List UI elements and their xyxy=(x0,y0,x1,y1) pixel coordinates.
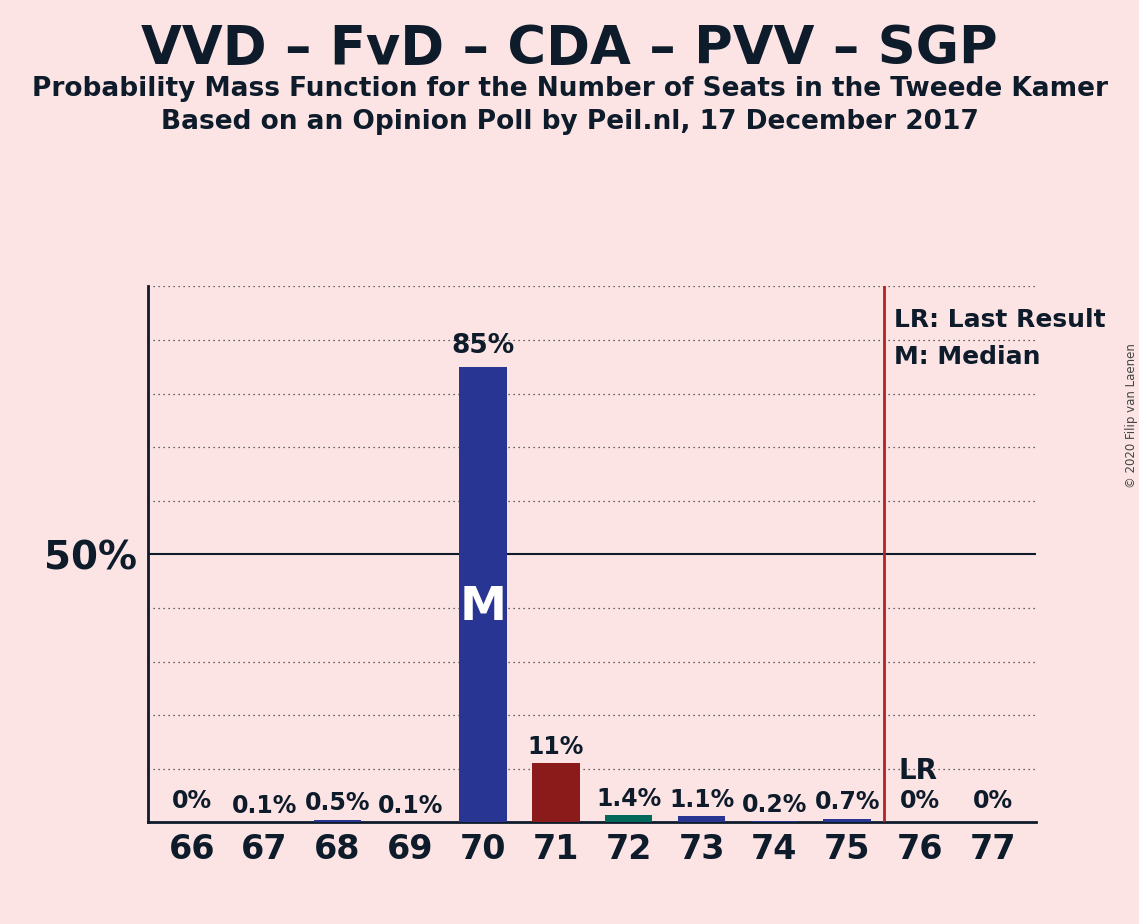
Text: Based on an Opinion Poll by Peil.nl, 17 December 2017: Based on an Opinion Poll by Peil.nl, 17 … xyxy=(161,109,978,135)
Text: VVD – FvD – CDA – PVV – SGP: VVD – FvD – CDA – PVV – SGP xyxy=(141,23,998,75)
Bar xyxy=(823,819,871,822)
Text: 85%: 85% xyxy=(451,333,515,359)
Text: 1.4%: 1.4% xyxy=(596,786,662,810)
Text: 0%: 0% xyxy=(172,789,212,813)
Text: 0%: 0% xyxy=(900,789,940,813)
Bar xyxy=(678,817,726,822)
Text: 1.1%: 1.1% xyxy=(669,788,735,812)
Text: 0.5%: 0.5% xyxy=(304,791,370,815)
Text: 0.7%: 0.7% xyxy=(814,790,880,814)
Text: LR: LR xyxy=(899,758,937,785)
Bar xyxy=(532,763,580,822)
Text: M: Median: M: Median xyxy=(894,346,1041,370)
Bar xyxy=(459,367,507,822)
Text: 0.2%: 0.2% xyxy=(741,793,808,817)
Bar xyxy=(751,821,798,822)
Text: 11%: 11% xyxy=(527,736,584,760)
Bar xyxy=(313,820,361,822)
Text: Probability Mass Function for the Number of Seats in the Tweede Kamer: Probability Mass Function for the Number… xyxy=(32,76,1107,102)
Text: 0%: 0% xyxy=(973,789,1013,813)
Text: LR: Last Result: LR: Last Result xyxy=(894,308,1106,332)
Text: © 2020 Filip van Laenen: © 2020 Filip van Laenen xyxy=(1124,344,1138,488)
Bar xyxy=(605,815,653,822)
Text: M: M xyxy=(459,586,507,630)
Text: 0.1%: 0.1% xyxy=(232,794,297,818)
Text: 0.1%: 0.1% xyxy=(377,794,443,818)
